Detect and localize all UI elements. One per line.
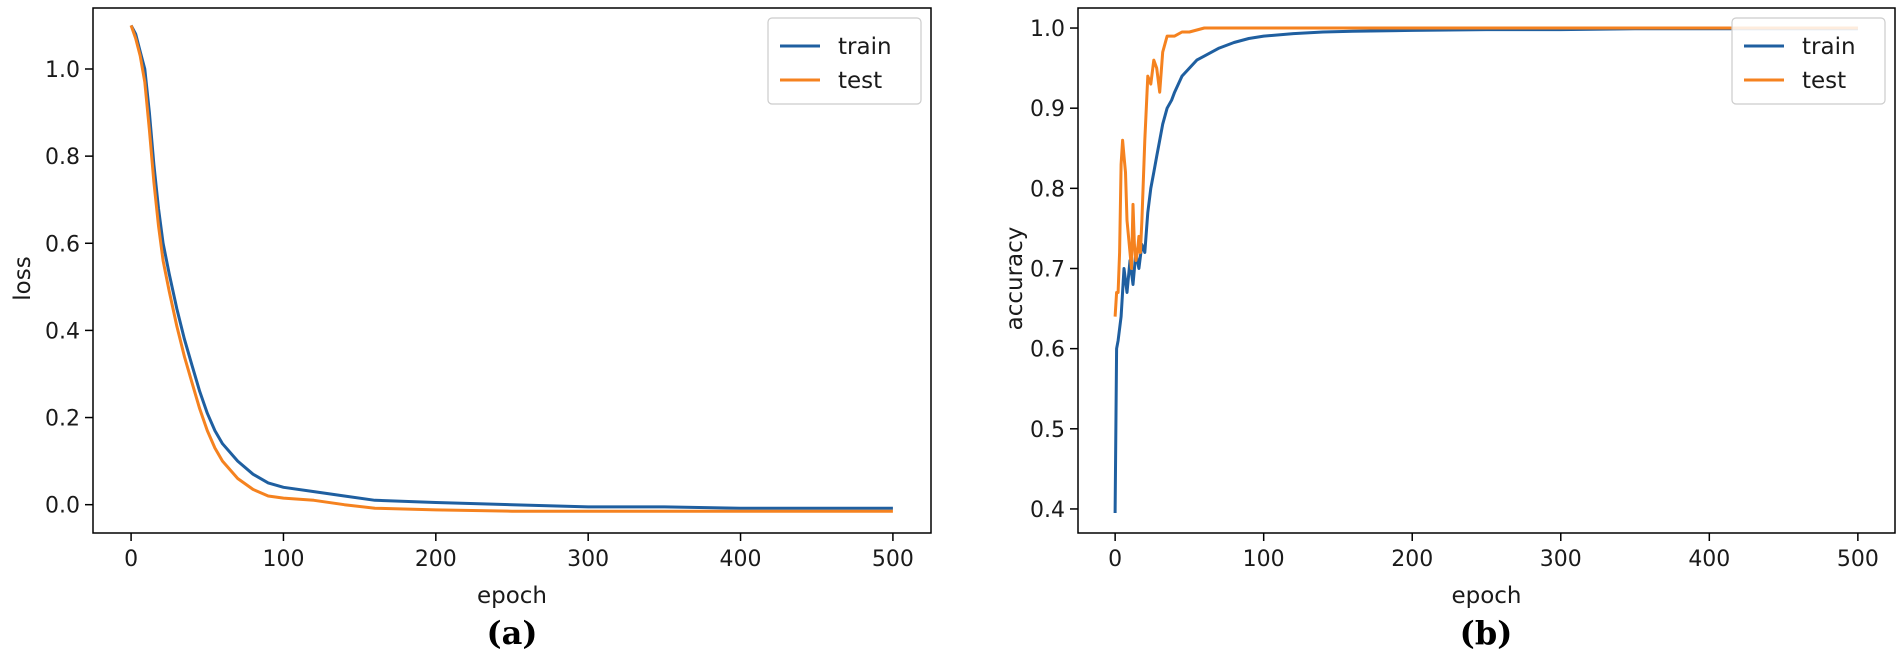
chart-panel-b: 0 100 200 300 400 500 0.4 0.5 0.6 0.7 0.8 0.9 1.0 epo… <box>1002 7 1896 652</box>
x-tick-label: 100 <box>262 547 304 572</box>
legend: train test <box>1731 17 1886 105</box>
y-tick-label: 0.2 <box>45 407 80 432</box>
x-axis-label: epoch <box>477 583 547 609</box>
plot-frame <box>1077 7 1896 534</box>
x-tick-label: 100 <box>1243 547 1285 572</box>
legend-box <box>1731 17 1886 105</box>
panel-caption: (b) <box>1460 614 1513 652</box>
y-tick-label: 0.5 <box>1030 418 1065 443</box>
y-tick-label: 0.8 <box>1030 177 1065 202</box>
x-axis-label: epoch <box>1451 583 1521 609</box>
x-tick-label: 400 <box>1688 547 1730 572</box>
legend: train test <box>767 17 922 105</box>
legend-label-test: test <box>838 68 882 94</box>
y-tick-label: 0.4 <box>45 319 80 344</box>
x-tick-label: 200 <box>415 547 457 572</box>
legend-label-train: train <box>838 34 892 60</box>
y-tick-label: 0.6 <box>1030 338 1065 363</box>
chart-panel-a: 0 100 200 300 400 500 0.0 0.2 0.4 0.6 0.8 1.0 epoch l… <box>10 7 932 652</box>
y-tick-label: 0.9 <box>1030 97 1065 122</box>
series-line-test <box>1113 26 1858 317</box>
x-tick-label: 0 <box>124 547 138 572</box>
y-tick-label: 0.6 <box>45 232 80 257</box>
x-tick-label: 400 <box>720 547 762 572</box>
y-tick-label: 0.0 <box>45 494 80 519</box>
x-tick-label: 200 <box>1391 547 1433 572</box>
x-tick-label: 300 <box>567 547 609 572</box>
y-tick-label: 1.0 <box>45 58 80 83</box>
x-tick-label: 300 <box>1540 547 1582 572</box>
x-tick-label: 500 <box>1837 547 1879 572</box>
y-axis-label: loss <box>10 256 36 300</box>
y-tick-label: 0.7 <box>1030 257 1065 282</box>
x-tick-label: 0 <box>1108 547 1122 572</box>
y-axis-label: accuracy <box>1002 227 1028 331</box>
plot-frame <box>92 7 932 534</box>
series-line-test <box>129 24 893 513</box>
x-tick-label: 500 <box>872 547 914 572</box>
legend-label-test: test <box>1802 68 1846 94</box>
legend-box <box>767 17 922 105</box>
y-tick-label: 0.4 <box>1030 498 1065 523</box>
y-tick-label: 0.8 <box>45 145 80 170</box>
y-tick-label: 1.0 <box>1030 17 1065 42</box>
legend-label-train: train <box>1802 34 1856 60</box>
panel-caption: (a) <box>486 614 537 652</box>
